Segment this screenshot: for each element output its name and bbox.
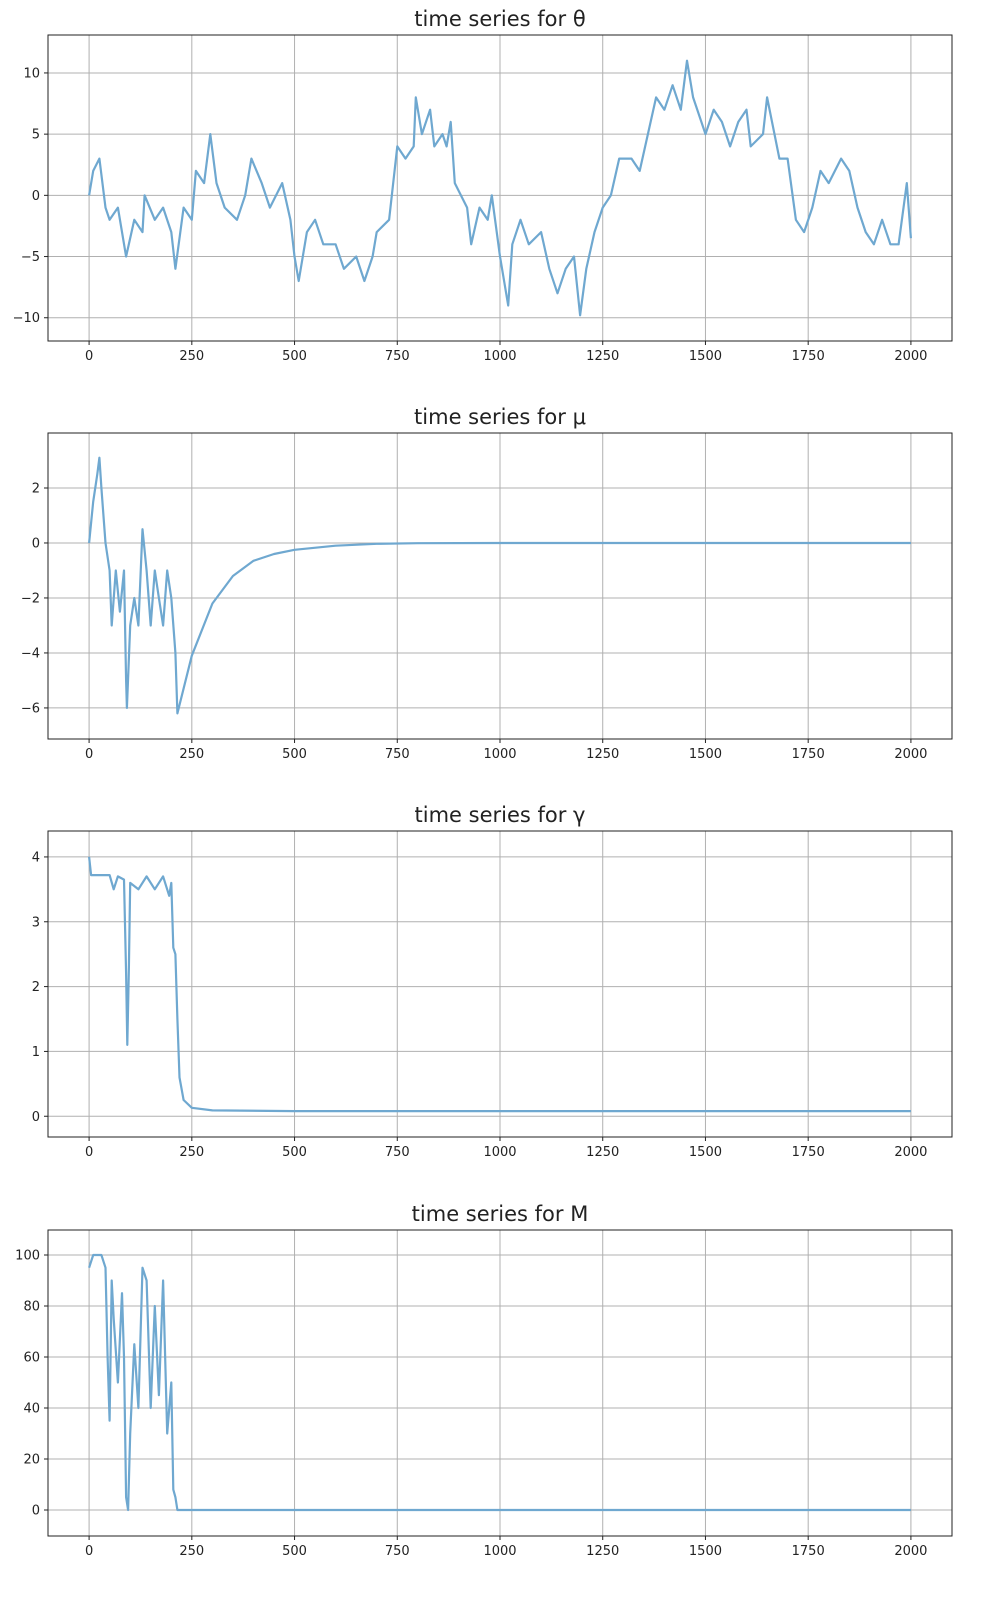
x-tick-label: 0 bbox=[85, 1145, 93, 1160]
x-tick-label: 250 bbox=[179, 1145, 204, 1160]
y-tick-label: −10 bbox=[13, 311, 40, 326]
axes-frame bbox=[47, 432, 953, 740]
x-tick-label: 1750 bbox=[792, 349, 825, 364]
y-tick-label: 100 bbox=[15, 1248, 40, 1263]
x-tick-label: 0 bbox=[85, 747, 93, 762]
x-tick-label: 0 bbox=[85, 1544, 93, 1559]
y-tick-label: 60 bbox=[23, 1350, 40, 1365]
axes-frame bbox=[47, 34, 953, 342]
x-tick-label: 250 bbox=[179, 1544, 204, 1559]
chart-title: time series for θ bbox=[414, 7, 585, 31]
y-tick-label: 5 bbox=[32, 128, 40, 143]
y-tick-label: 4 bbox=[32, 850, 40, 865]
y-tick-label: 80 bbox=[23, 1299, 40, 1314]
x-tick-label: 250 bbox=[179, 349, 204, 364]
y-tick-label: 0 bbox=[32, 189, 40, 204]
data-line bbox=[88, 856, 911, 1113]
y-tick-label: 2 bbox=[32, 980, 40, 995]
x-tick-label: 1250 bbox=[586, 349, 619, 364]
chart-title: time series for M bbox=[412, 1202, 589, 1226]
x-tick-label: 1500 bbox=[689, 1544, 722, 1559]
x-tick-label: 750 bbox=[385, 349, 410, 364]
x-tick-label: 0 bbox=[85, 349, 93, 364]
x-tick-label: 500 bbox=[282, 747, 307, 762]
x-tick-label: 1250 bbox=[586, 1544, 619, 1559]
x-tick-label: 1500 bbox=[689, 349, 722, 364]
x-tick-label: 1750 bbox=[792, 747, 825, 762]
x-tick-label: 2000 bbox=[894, 349, 927, 364]
x-tick-label: 1750 bbox=[792, 1145, 825, 1160]
x-tick-label: 750 bbox=[385, 1544, 410, 1559]
x-tick-label: 2000 bbox=[894, 1145, 927, 1160]
y-tick-label: 0 bbox=[32, 1110, 40, 1125]
data-line bbox=[88, 456, 911, 715]
x-tick-label: 750 bbox=[385, 747, 410, 762]
chart-title: time series for γ bbox=[415, 803, 586, 827]
y-tick-label: −4 bbox=[21, 646, 40, 661]
x-tick-label: 1000 bbox=[483, 349, 516, 364]
x-tick-label: 500 bbox=[282, 1544, 307, 1559]
x-tick-label: 750 bbox=[385, 1145, 410, 1160]
data-line bbox=[88, 59, 912, 317]
x-tick-label: 1250 bbox=[586, 747, 619, 762]
axes-frame bbox=[47, 830, 953, 1138]
y-tick-label: 2 bbox=[32, 481, 40, 496]
y-tick-label: 20 bbox=[23, 1452, 40, 1467]
x-tick-label: 1750 bbox=[792, 1544, 825, 1559]
y-tick-label: 3 bbox=[32, 915, 40, 930]
x-tick-label: 500 bbox=[282, 1145, 307, 1160]
y-tick-label: 1 bbox=[32, 1045, 40, 1060]
y-tick-label: 10 bbox=[23, 66, 40, 81]
y-tick-label: −2 bbox=[21, 591, 40, 606]
x-tick-label: 500 bbox=[282, 349, 307, 364]
y-tick-label: 0 bbox=[32, 536, 40, 551]
y-tick-label: 40 bbox=[23, 1401, 40, 1416]
chart-title: time series for μ bbox=[414, 405, 586, 429]
x-tick-label: 1000 bbox=[483, 1544, 516, 1559]
x-tick-label: 2000 bbox=[894, 747, 927, 762]
x-tick-label: 1500 bbox=[689, 1145, 722, 1160]
y-tick-label: 0 bbox=[32, 1503, 40, 1518]
data-line bbox=[88, 1253, 911, 1512]
x-tick-label: 1000 bbox=[483, 747, 516, 762]
x-tick-label: 1500 bbox=[689, 747, 722, 762]
x-tick-label: 2000 bbox=[894, 1544, 927, 1559]
x-tick-label: 1250 bbox=[586, 1145, 619, 1160]
y-tick-label: −6 bbox=[21, 701, 40, 716]
x-tick-label: 1000 bbox=[483, 1145, 516, 1160]
x-tick-label: 250 bbox=[179, 747, 204, 762]
axes-frame bbox=[47, 1229, 953, 1537]
y-tick-label: −5 bbox=[21, 250, 40, 265]
